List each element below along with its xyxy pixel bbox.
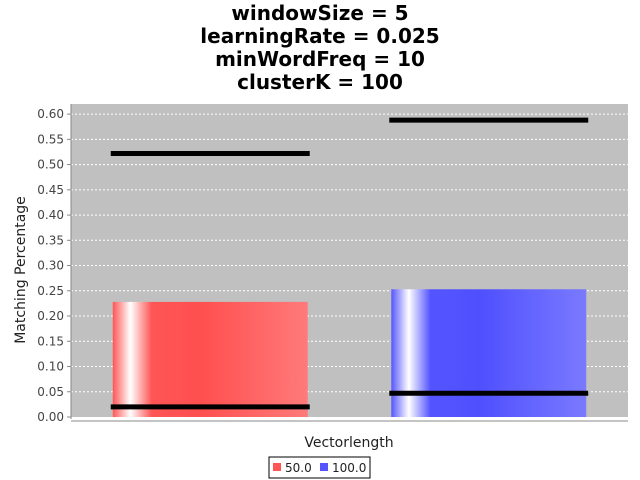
x-axis-label: Vectorlength bbox=[304, 435, 393, 451]
bar-50.0 bbox=[112, 301, 308, 417]
y-axis-ticks: 0.00 0.05 0.10 0.15 0.20 0.25 0.30 0.35 0.40 0.45… bbox=[37, 107, 71, 424]
y-axis-label: Matching Percentage bbox=[13, 196, 29, 344]
y-tick-label: 0.35 bbox=[37, 233, 64, 247]
y-tick-label: 0.45 bbox=[37, 183, 64, 197]
y-tick-label: 0.25 bbox=[37, 284, 64, 298]
legend-label-50: 50.0 bbox=[285, 461, 312, 475]
y-tick-label: 0.30 bbox=[37, 259, 64, 273]
legend: 50.0 100.0 bbox=[268, 456, 371, 479]
chart-title: windowSize = 5 learningRate = 0.025 minW… bbox=[200, 1, 439, 94]
y-tick-label: 0.55 bbox=[37, 132, 64, 146]
y-tick-label: 0.50 bbox=[37, 158, 64, 172]
y-tick-label: 0.40 bbox=[37, 208, 64, 222]
y-tick-label: 0.05 bbox=[37, 385, 64, 399]
y-tick-label: 0.15 bbox=[37, 334, 64, 348]
title-line-2: learningRate = 0.025 bbox=[200, 24, 439, 48]
legend-swatch-50 bbox=[273, 463, 281, 471]
y-tick-label: 0.60 bbox=[37, 107, 64, 121]
title-line-1: windowSize = 5 bbox=[231, 1, 408, 25]
y-tick-label: 0.20 bbox=[37, 309, 64, 323]
title-line-4: clusterK = 100 bbox=[237, 70, 403, 94]
legend-swatch-100 bbox=[320, 463, 328, 471]
y-tick-label: 0.00 bbox=[37, 410, 64, 424]
bar-100.0 bbox=[391, 289, 587, 417]
legend-label-100: 100.0 bbox=[332, 461, 366, 475]
y-tick-label: 0.10 bbox=[37, 360, 64, 374]
title-line-3: minWordFreq = 10 bbox=[215, 47, 425, 71]
legend-box bbox=[268, 456, 371, 479]
range-markers bbox=[110, 117, 589, 410]
